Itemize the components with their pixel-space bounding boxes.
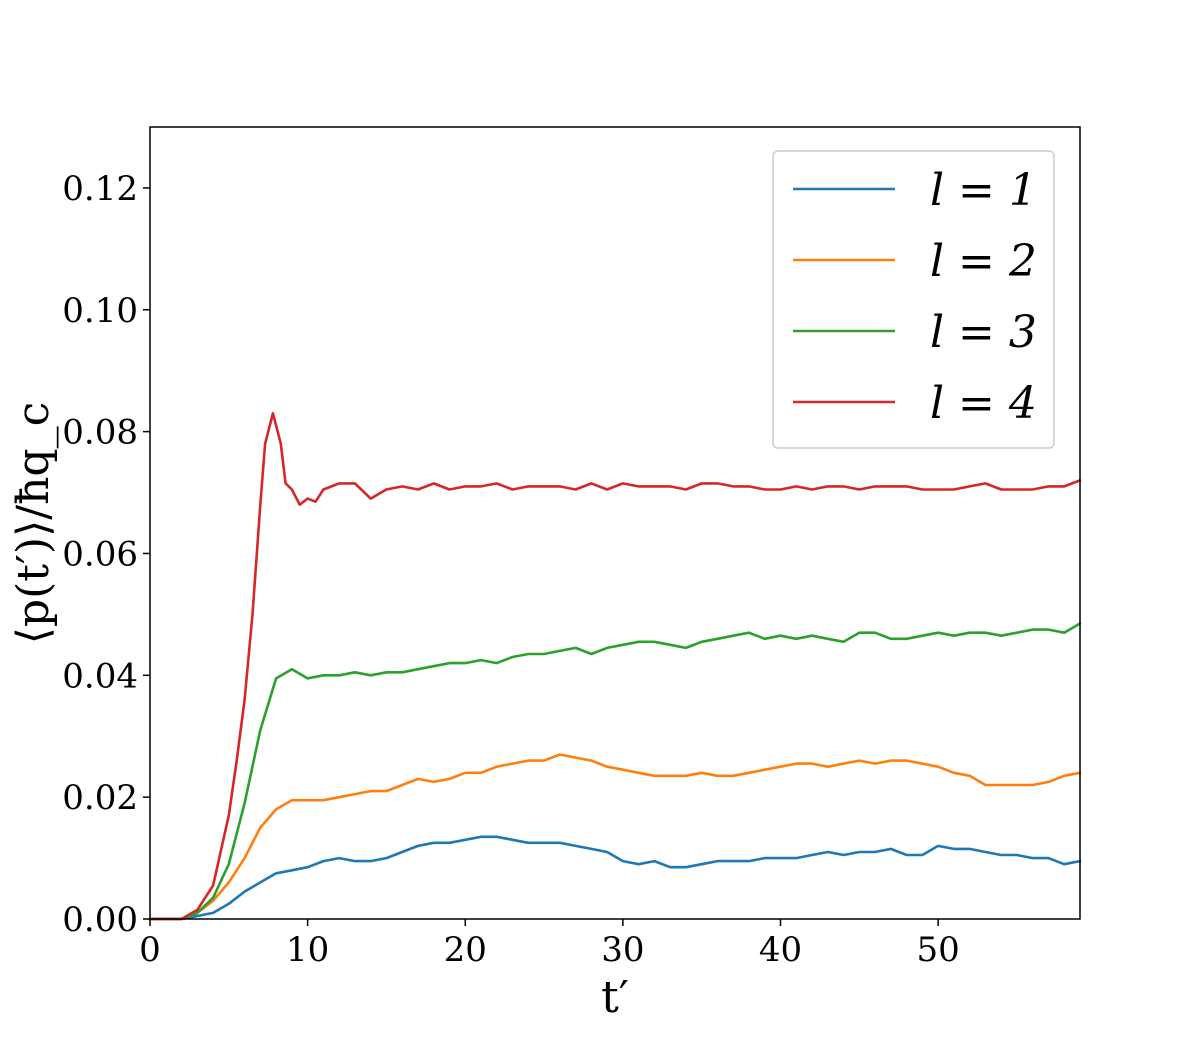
x-axis: 0 10 20 30 40 50 <box>139 919 960 970</box>
x-tick-label: 50 <box>917 930 960 970</box>
legend-label-1: l = 1 <box>930 165 1037 216</box>
x-tick-label: 0 <box>139 930 161 970</box>
legend-label-3: l = 3 <box>930 307 1037 358</box>
series-layer <box>148 411 1082 921</box>
series-line-3 <box>148 622 1082 921</box>
y-tick-label: 0.02 <box>62 778 138 818</box>
y-tick-label: 0.12 <box>62 169 138 209</box>
series-line-2 <box>148 753 1082 921</box>
y-axis-title: ⟨p(t′)⟩/ħq_c <box>8 402 59 644</box>
legend-frame <box>772 150 1055 449</box>
x-tick-label: 40 <box>759 930 802 970</box>
x-tick-label: 10 <box>286 930 329 970</box>
plot-frame <box>149 126 1081 920</box>
x-axis-title: t′ <box>601 972 629 1023</box>
series-line-1 <box>148 835 1082 921</box>
legend: l = 1 l = 2 l = 3 l = 4 <box>772 150 1055 449</box>
y-tick-label: 0.04 <box>62 656 138 696</box>
legend-label-4: l = 4 <box>930 378 1037 429</box>
x-tick-label: 30 <box>601 930 644 970</box>
series-line-4 <box>148 411 1082 921</box>
y-tick-label: 0.06 <box>62 534 138 574</box>
legend-label-2: l = 2 <box>930 236 1037 287</box>
y-tick-label: 0.10 <box>62 291 138 331</box>
x-tick-label: 20 <box>444 930 487 970</box>
y-tick-label: 0.00 <box>62 900 138 940</box>
y-axis: 0.00 0.02 0.04 0.06 0.08 0.10 0.12 <box>62 169 150 940</box>
y-tick-label: 0.08 <box>62 413 138 453</box>
